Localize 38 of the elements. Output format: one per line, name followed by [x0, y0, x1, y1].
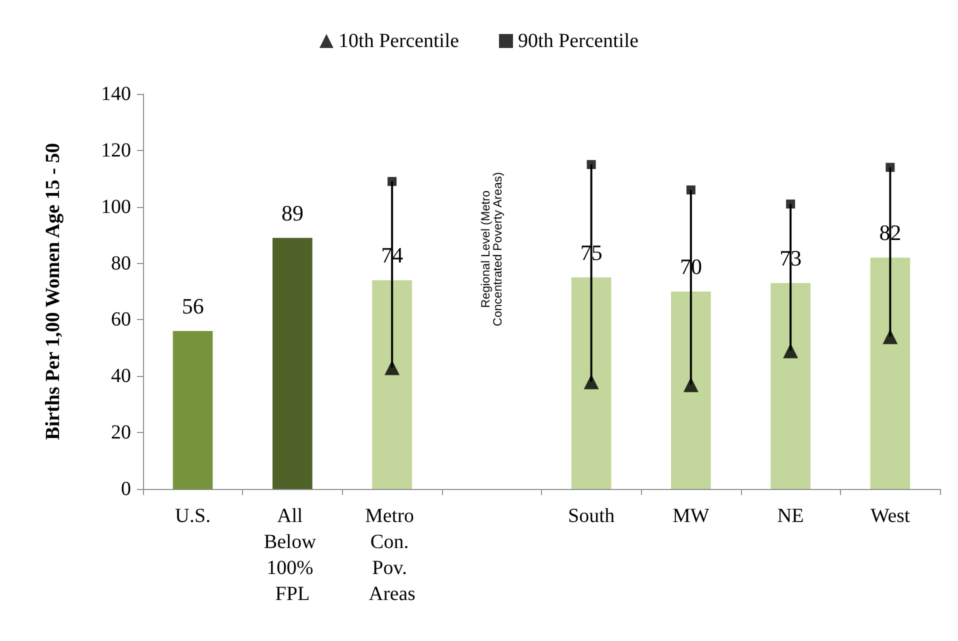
- legend-label: 10th Percentile: [338, 30, 460, 52]
- point: [886, 162, 895, 172]
- x-tick-label: Metro Con. Pov. Areas: [365, 505, 420, 605]
- point: [586, 160, 596, 170]
- y-tick-label: 40: [111, 365, 131, 388]
- point: [783, 343, 798, 358]
- x-tick-label: West: [870, 505, 910, 527]
- y-tick-label: 80: [111, 252, 131, 274]
- bar: [172, 331, 213, 489]
- y-tick-label: 120: [101, 139, 131, 162]
- y-tick-label: 140: [101, 83, 131, 105]
- bar: [770, 283, 810, 489]
- annotation: Regional Level (Metro Concentrated Poverty Areas): [478, 172, 505, 326]
- point: [584, 374, 599, 390]
- bar: [372, 280, 412, 489]
- y-tick-label: 60: [111, 308, 131, 331]
- legend-label: 90th Percentile: [518, 30, 639, 52]
- x-tick-label: U.S.: [175, 505, 211, 527]
- x-tick-label: All Below 100% FPL: [264, 505, 322, 605]
- point: [686, 185, 696, 194]
- bar: [272, 238, 312, 489]
- x-tick-label: South: [568, 505, 615, 527]
- data-label: 56: [182, 294, 204, 318]
- bar: [571, 277, 612, 489]
- x-tick-label: MW: [672, 505, 710, 527]
- point: [882, 329, 898, 344]
- y-tick-label: 20: [111, 422, 131, 444]
- data-label: 89: [281, 200, 304, 226]
- point: [384, 360, 400, 376]
- y-axis-title: Births Per 1,00 Women Age 15 - 50: [42, 142, 64, 440]
- x-tick-label: NE: [777, 505, 804, 527]
- point: [683, 377, 698, 392]
- y-tick-label: 100: [101, 196, 131, 218]
- bar: [671, 292, 711, 489]
- point: [786, 200, 796, 209]
- bar: [870, 258, 910, 489]
- point: [388, 176, 397, 186]
- y-tick-label: 0: [121, 478, 131, 500]
